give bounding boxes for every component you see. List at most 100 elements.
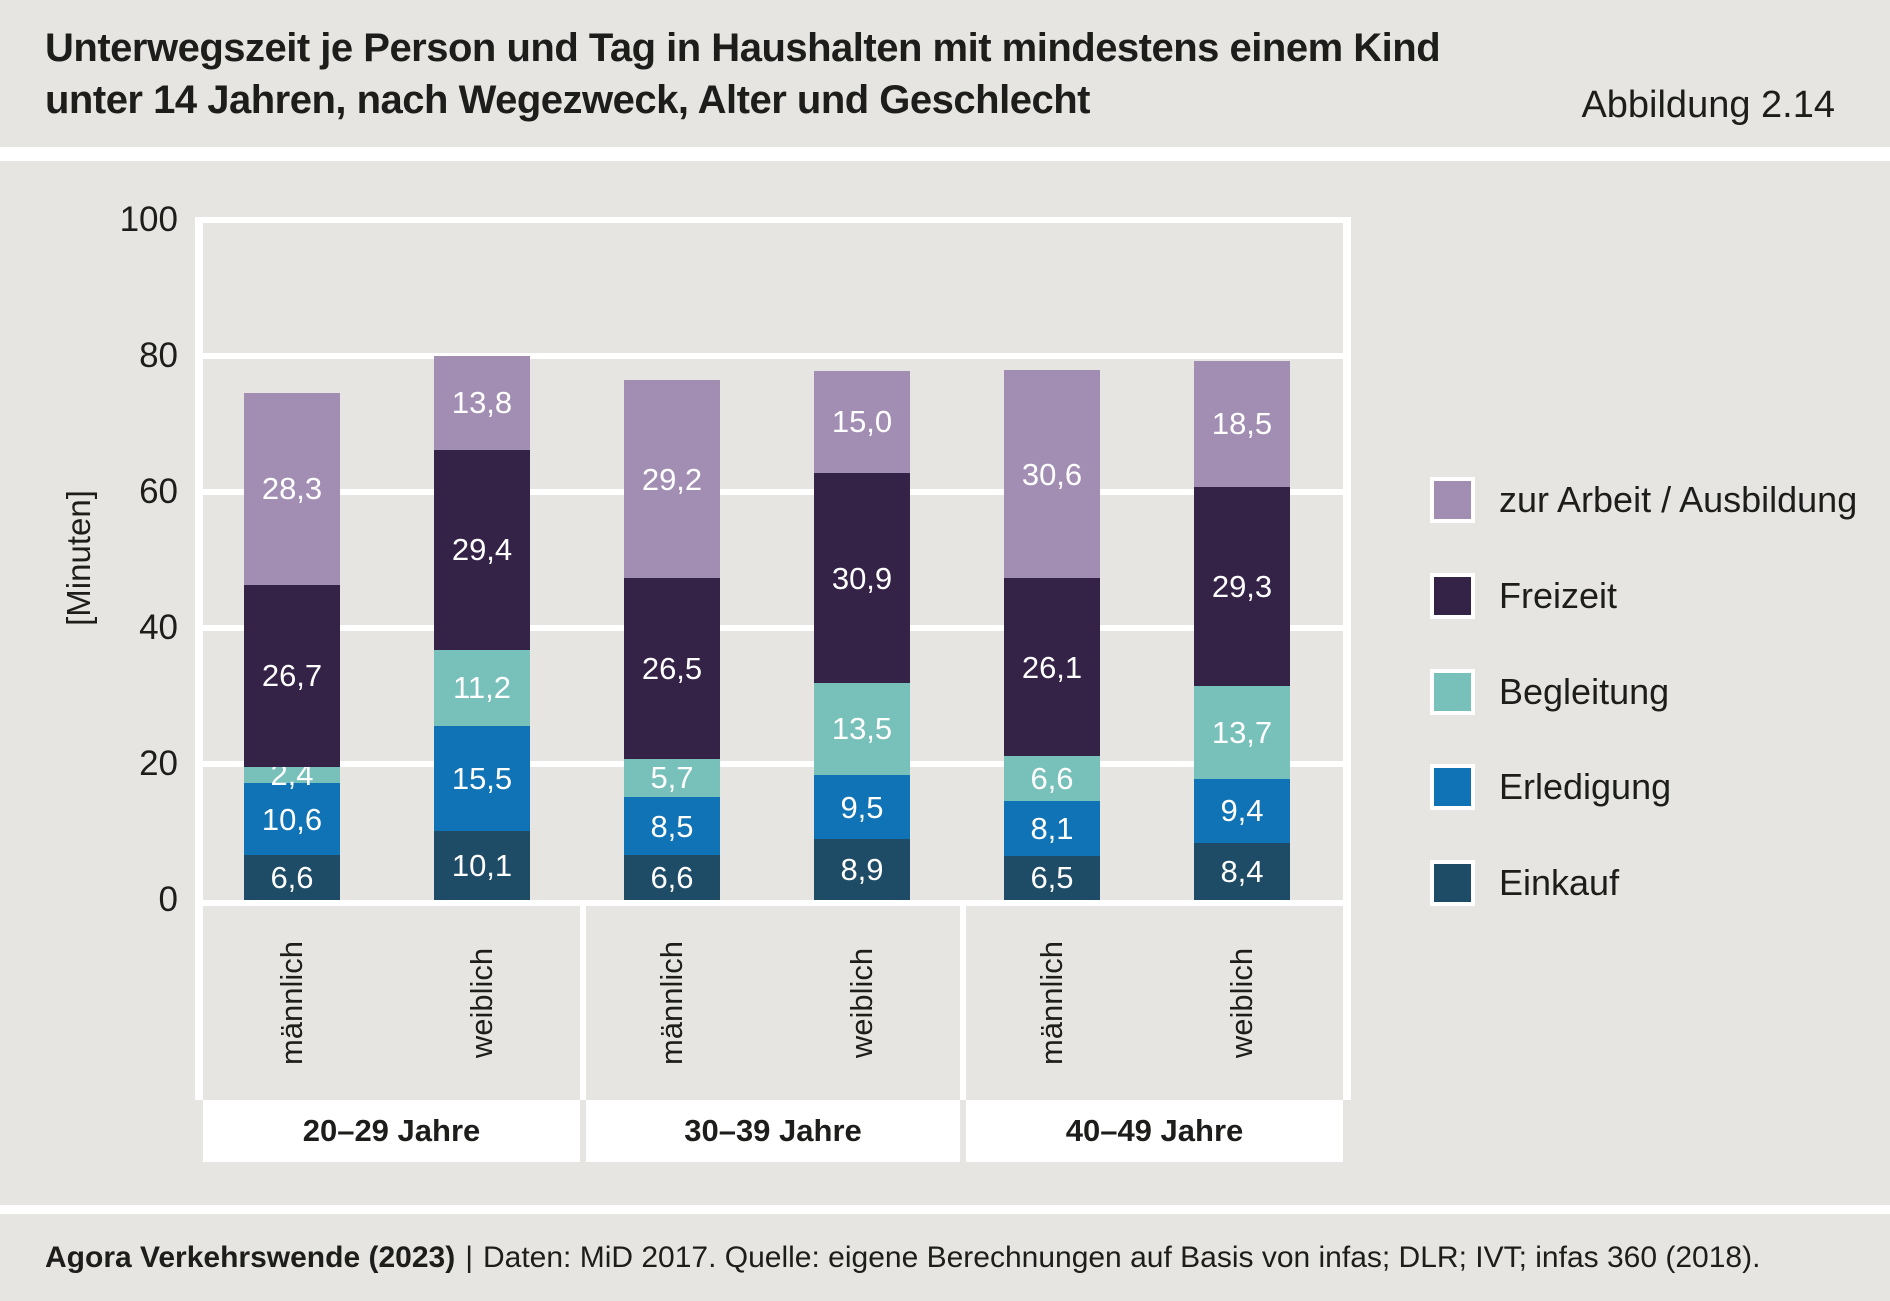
bar-value-label: 13,5 xyxy=(831,711,893,747)
legend-item: zur Arbeit / Ausbildung xyxy=(1434,479,1858,520)
bar-value-label: 6,6 xyxy=(270,860,314,896)
legend-label: Begleitung xyxy=(1499,671,1670,712)
legend-swatch xyxy=(1434,673,1471,711)
stacked-bar: 8,9 9,5 13,5 30,9 15,0 xyxy=(814,220,910,900)
bar-segment-begleitung: 13,7 xyxy=(1194,685,1290,779)
stacked-bar: 8,4 9,4 13,7 29,3 18,5 xyxy=(1194,220,1290,900)
stacked-bar: 6,6 8,5 5,7 26,5 29,2 xyxy=(624,220,720,900)
bar-value-label: 10,6 xyxy=(261,801,323,837)
legend-swatch xyxy=(1434,481,1471,519)
category-label-männlich: männlich xyxy=(274,940,309,1066)
page-title-line2: unter 14 Jahren, nach Wegezweck, Alter u… xyxy=(45,78,1090,122)
y-axis-line xyxy=(195,217,203,1100)
category-label-weiblich: weiblich xyxy=(844,947,879,1059)
legend-item: Freizeit xyxy=(1434,575,1618,616)
legend-label: Erledigung xyxy=(1499,766,1672,807)
bar-value-label: 18,5 xyxy=(1211,406,1273,442)
y-tick-label: 60 xyxy=(139,472,178,511)
bar-segment-erledigung: 15,5 xyxy=(434,725,530,832)
legend-item: Erledigung xyxy=(1434,766,1672,807)
plot-area: 6,6 10,6 2,4 26,7 28,3 10,1 15,5 11,2 29,4 13,8 6,… xyxy=(203,220,1343,900)
source-line: Agora Verkehrswende (2023) | Daten: MiD 20… xyxy=(45,1238,1760,1278)
bar-segment-zur-arbeit-ausbildung: 28,3 xyxy=(244,392,340,586)
bar-segment-einkauf: 10,1 xyxy=(434,831,530,900)
bar-value-label: 8,5 xyxy=(650,808,694,844)
bar-value-label: 29,2 xyxy=(641,461,703,497)
bar-segment-erledigung: 9,4 xyxy=(1194,778,1290,843)
bar-segment-erledigung: 9,5 xyxy=(814,774,910,840)
bar-value-label: 9,5 xyxy=(840,789,884,825)
bar-value-label: 26,5 xyxy=(641,650,703,686)
bar-segment-erledigung: 8,5 xyxy=(624,797,720,856)
bar-value-label: 8,9 xyxy=(840,852,884,888)
group-label-box: 40–49 Jahre xyxy=(966,1100,1343,1162)
category-label-weiblich: weiblich xyxy=(464,947,499,1059)
bar-segment-freizeit: 30,9 xyxy=(814,472,910,684)
legend-label: Einkauf xyxy=(1499,862,1620,903)
gridline xyxy=(203,217,1343,223)
legend-item: Einkauf xyxy=(1434,862,1620,903)
bar-segment-einkauf: 6,6 xyxy=(624,855,720,900)
legend-label: zur Arbeit / Ausbildung xyxy=(1499,479,1858,520)
bar-value-label: 15,5 xyxy=(451,761,513,797)
title-separator-band xyxy=(0,147,1890,161)
bar-value-label: 9,4 xyxy=(1220,793,1264,829)
bar-value-label: 8,4 xyxy=(1220,853,1264,889)
stacked-bar: 6,5 8,1 6,6 26,1 30,6 xyxy=(1004,220,1100,900)
page-title: Unterwegszeit je Person und Tag in Haush… xyxy=(45,22,1441,126)
y-tick-label: 80 xyxy=(139,336,178,375)
plot-right-border xyxy=(1343,217,1351,1100)
group-separator xyxy=(580,906,586,1100)
bar-value-label: 6,5 xyxy=(1030,860,1074,896)
figure-number-label: Abbildung 2.14 xyxy=(1581,84,1835,126)
bar-segment-freizeit: 29,3 xyxy=(1194,486,1290,686)
legend-swatch xyxy=(1434,768,1471,806)
bar-value-label: 5,7 xyxy=(650,760,694,796)
source-publisher: Agora Verkehrswende (2023) xyxy=(45,1241,456,1274)
bar-value-label: 6,6 xyxy=(1030,760,1074,796)
page-title-line1: Unterwegszeit je Person und Tag in Haush… xyxy=(45,26,1441,70)
bar-segment-freizeit: 29,4 xyxy=(434,449,530,650)
bar-value-label: 29,3 xyxy=(1211,568,1273,604)
legend-swatch xyxy=(1434,864,1471,902)
category-label-männlich: männlich xyxy=(1034,940,1069,1066)
y-tick-label: 40 xyxy=(139,608,178,647)
group-label-box: 30–39 Jahre xyxy=(586,1100,960,1162)
x-axis-line xyxy=(203,900,1343,906)
y-tick-label: 20 xyxy=(139,744,178,783)
source-details: Daten: MiD 2017. Quelle: eigene Berechnu… xyxy=(482,1241,1761,1274)
category-label-weiblich: weiblich xyxy=(1224,947,1259,1059)
bar-segment-begleitung: 2,4 xyxy=(244,759,340,790)
category-label-männlich: männlich xyxy=(654,940,689,1066)
bar-segment-erledigung: 8,1 xyxy=(1004,800,1100,856)
bar-value-label: 13,7 xyxy=(1211,714,1273,750)
bar-segment-begleitung: 13,5 xyxy=(814,683,910,775)
bar-segment-begleitung: 11,2 xyxy=(434,649,530,726)
bar-value-label: 26,7 xyxy=(261,658,323,694)
bar-segment-erledigung: 10,6 xyxy=(244,783,340,856)
gridline xyxy=(203,625,1343,631)
stacked-bar: 6,6 10,6 2,4 26,7 28,3 xyxy=(244,220,340,900)
bar-segment-einkauf: 6,6 xyxy=(244,855,340,900)
bar-segment-freizeit: 26,5 xyxy=(624,578,720,759)
bar-segment-zur-arbeit-ausbildung: 29,2 xyxy=(624,379,720,579)
bar-value-label: 30,9 xyxy=(831,560,893,596)
bar-value-label: 11,2 xyxy=(452,670,512,706)
bar-value-label: 28,3 xyxy=(261,471,323,507)
bar-segment-begleitung: 5,7 xyxy=(624,758,720,798)
bar-segment-zur-arbeit-ausbildung: 18,5 xyxy=(1194,360,1290,487)
legend-item: Begleitung xyxy=(1434,671,1670,712)
bar-segment-begleitung: 6,6 xyxy=(1004,755,1100,801)
bar-segment-freizeit: 26,7 xyxy=(244,585,340,767)
gridline xyxy=(203,489,1343,495)
legend-label: Freizeit xyxy=(1499,575,1618,616)
y-axis-title: [Minuten] xyxy=(60,490,97,626)
bar-segment-freizeit: 26,1 xyxy=(1004,578,1100,756)
bar-segment-einkauf: 8,9 xyxy=(814,839,910,900)
bar-value-label: 10,1 xyxy=(451,848,513,884)
group-separator xyxy=(960,906,966,1100)
bar-value-label: 15,0 xyxy=(831,404,893,440)
legend-swatch xyxy=(1434,577,1471,615)
footer-separator-band xyxy=(0,1205,1890,1214)
